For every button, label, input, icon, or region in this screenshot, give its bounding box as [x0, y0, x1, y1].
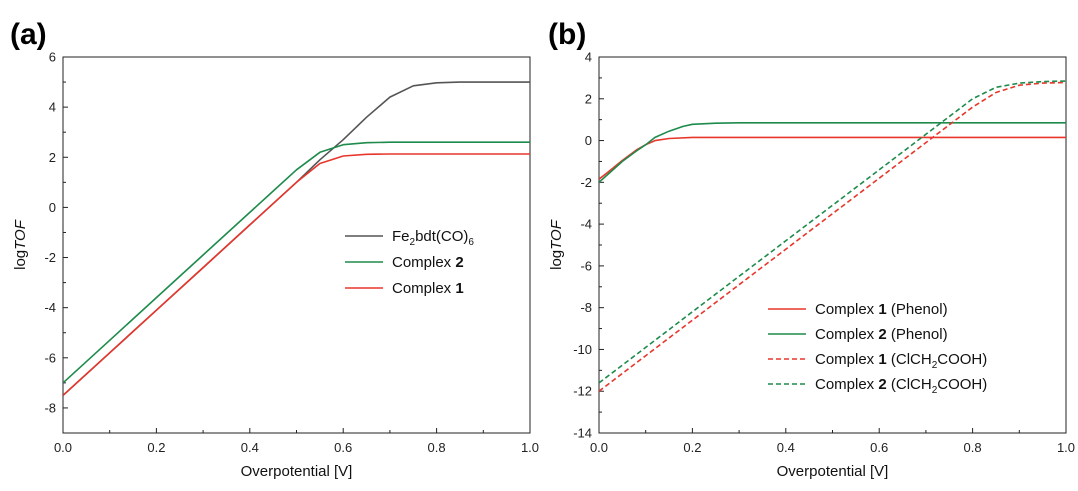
x-tick-label: 0.0: [590, 440, 608, 455]
y-axis-label: logTOF: [12, 219, 29, 270]
series-line-complex-1-phenol-: [599, 136, 1066, 180]
y-tick-label: 0: [585, 133, 592, 148]
x-tick-label: 0.6: [334, 440, 352, 455]
legend-label: Complex 1 (ClCH2​COOH): [815, 351, 987, 371]
y-tick-label: 4: [585, 50, 592, 65]
x-tick-label: 0.8: [428, 440, 446, 455]
y-tick-label: -2: [44, 250, 56, 265]
x-tick-label: 0.4: [777, 440, 795, 455]
series-line-complex-1-clch2cooh-: [599, 81, 1066, 392]
y-tick-label: -6: [580, 258, 592, 273]
x-tick-label: 1.0: [521, 440, 539, 455]
series-line-complex-2: [63, 141, 530, 384]
x-tick-label: 1.0: [1057, 440, 1075, 455]
y-tick-label: -14: [573, 426, 592, 441]
x-tick-label: 0.2: [147, 440, 165, 455]
series-line-complex-1: [63, 153, 530, 396]
y-axis-label: logTOF: [548, 219, 565, 270]
legend-label: Fe2​bdt(CO)6​: [392, 228, 474, 248]
plot-frame: [62, 56, 531, 434]
x-tick-label: 0.2: [683, 440, 701, 455]
panel-a: (a) -8 -6 -4 -2 0 2 4 6 0.0 0.2 0.4 0.6 0.8 1.0 Overpot…: [10, 18, 539, 480]
y-tick-label: -6: [44, 350, 56, 365]
legend-label: Complex 2: [392, 254, 464, 271]
y-tick-label: 4: [49, 100, 56, 115]
y-tick-label: 6: [49, 50, 56, 65]
y-tick-label: -10: [573, 342, 592, 357]
legend-label: Complex 1: [392, 280, 464, 297]
legend-label: Complex 2 (ClCH2​COOH): [815, 376, 987, 396]
y-tick-label: -4: [580, 217, 592, 232]
legend-label: Complex 2 (Phenol): [815, 326, 948, 343]
panel-label: (b): [548, 18, 586, 51]
x-tick-label: 0.0: [54, 440, 72, 455]
y-tick-label: 2: [49, 150, 56, 165]
y-tick-label: -2: [580, 175, 592, 190]
x-axis-label: Overpotential [V]: [777, 463, 889, 480]
y-tick-label: -8: [580, 300, 592, 315]
legend-label: Complex 1 (Phenol): [815, 301, 948, 318]
y-tick-label: -8: [44, 400, 56, 415]
panel-b: (b) -14 -12 -10 -8 -6 -4 -2 0 2 4 0.0 0.2 0.4 0.6 0.8 1.…: [548, 18, 1075, 480]
x-tick-label: 0.6: [870, 440, 888, 455]
x-tick-label: 0.4: [241, 440, 259, 455]
series-line-complex-2-clch2cooh-: [599, 80, 1066, 384]
y-tick-label: -4: [44, 300, 56, 315]
y-tick-label: -12: [573, 384, 592, 399]
panel-label: (a): [10, 18, 47, 51]
x-tick-label: 0.8: [964, 440, 982, 455]
series-line-complex-2-phenol-: [599, 122, 1066, 183]
y-tick-label: 2: [585, 91, 592, 106]
x-axis-label: Overpotential [V]: [241, 463, 353, 480]
y-tick-label: 0: [49, 200, 56, 215]
